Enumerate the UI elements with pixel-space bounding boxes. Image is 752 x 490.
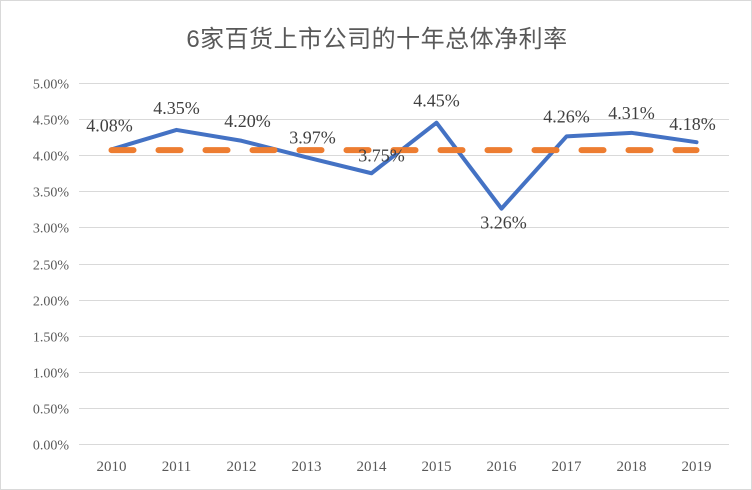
x-axis-tick-label: 2019 [682, 459, 712, 475]
data-point-label: 4.45% [413, 91, 460, 111]
x-axis-tick-label: 2018 [617, 459, 647, 475]
data-point-label: 4.08% [86, 115, 133, 135]
y-axis-tick-labels: 0.00% 0.50% 1.00% 1.50% 2.00% 2.50% 3.00% 3.50%… [33, 78, 70, 454]
data-point-label: 3.97% [289, 127, 336, 147]
x-axis-tick-label: 2012 [227, 459, 257, 475]
chart-title: 6家百货上市公司的十年总体净利率 [186, 26, 568, 53]
y-axis-tick-label: 2.50% [33, 259, 70, 274]
data-point-label: 4.18% [669, 114, 716, 134]
y-axis-tick-label: 1.00% [33, 367, 70, 382]
y-axis-tick-label: 3.50% [33, 186, 70, 201]
y-axis-tick-label: 3.00% [33, 222, 70, 237]
x-axis-tick-label: 2013 [292, 459, 322, 475]
x-axis-tick-label: 2014 [357, 459, 388, 475]
y-axis-tick-label: 0.50% [33, 403, 70, 418]
y-axis-tick-label: 1.50% [33, 331, 70, 346]
x-axis-tick-label: 2010 [97, 459, 127, 475]
data-point-label: 4.26% [543, 106, 590, 126]
y-axis-tick-label: 2.00% [33, 295, 70, 310]
x-axis-tick-label: 2017 [552, 459, 583, 475]
data-point-label: 3.26% [480, 213, 527, 233]
data-point-label: 4.35% [153, 98, 200, 118]
x-axis-tick-labels: 2010 2011 2012 2013 2014 2015 2016 2017 2018 2019 [97, 459, 712, 475]
y-axis-tick-label: 4.50% [33, 114, 70, 129]
y-axis-tick-label: 4.00% [33, 150, 70, 165]
y-axis-tick-label: 0.00% [33, 439, 70, 454]
data-point-label: 4.20% [224, 111, 271, 131]
y-axis-tick-label: 5.00% [33, 78, 70, 93]
x-axis-tick-label: 2016 [487, 459, 518, 475]
data-series [108, 120, 700, 211]
x-axis-tick-label: 2015 [422, 459, 452, 475]
series-line-1 [109, 120, 699, 211]
data-point-label: 4.31% [608, 103, 655, 123]
gridlines [79, 83, 729, 445]
data-point-labels: 4.08% 4.35% 4.20% 3.97% 3.75% 4.45% 3.26% 4.26%… [86, 91, 716, 233]
data-point-label: 3.75% [358, 145, 405, 165]
x-axis-tick-label: 2011 [162, 459, 191, 475]
